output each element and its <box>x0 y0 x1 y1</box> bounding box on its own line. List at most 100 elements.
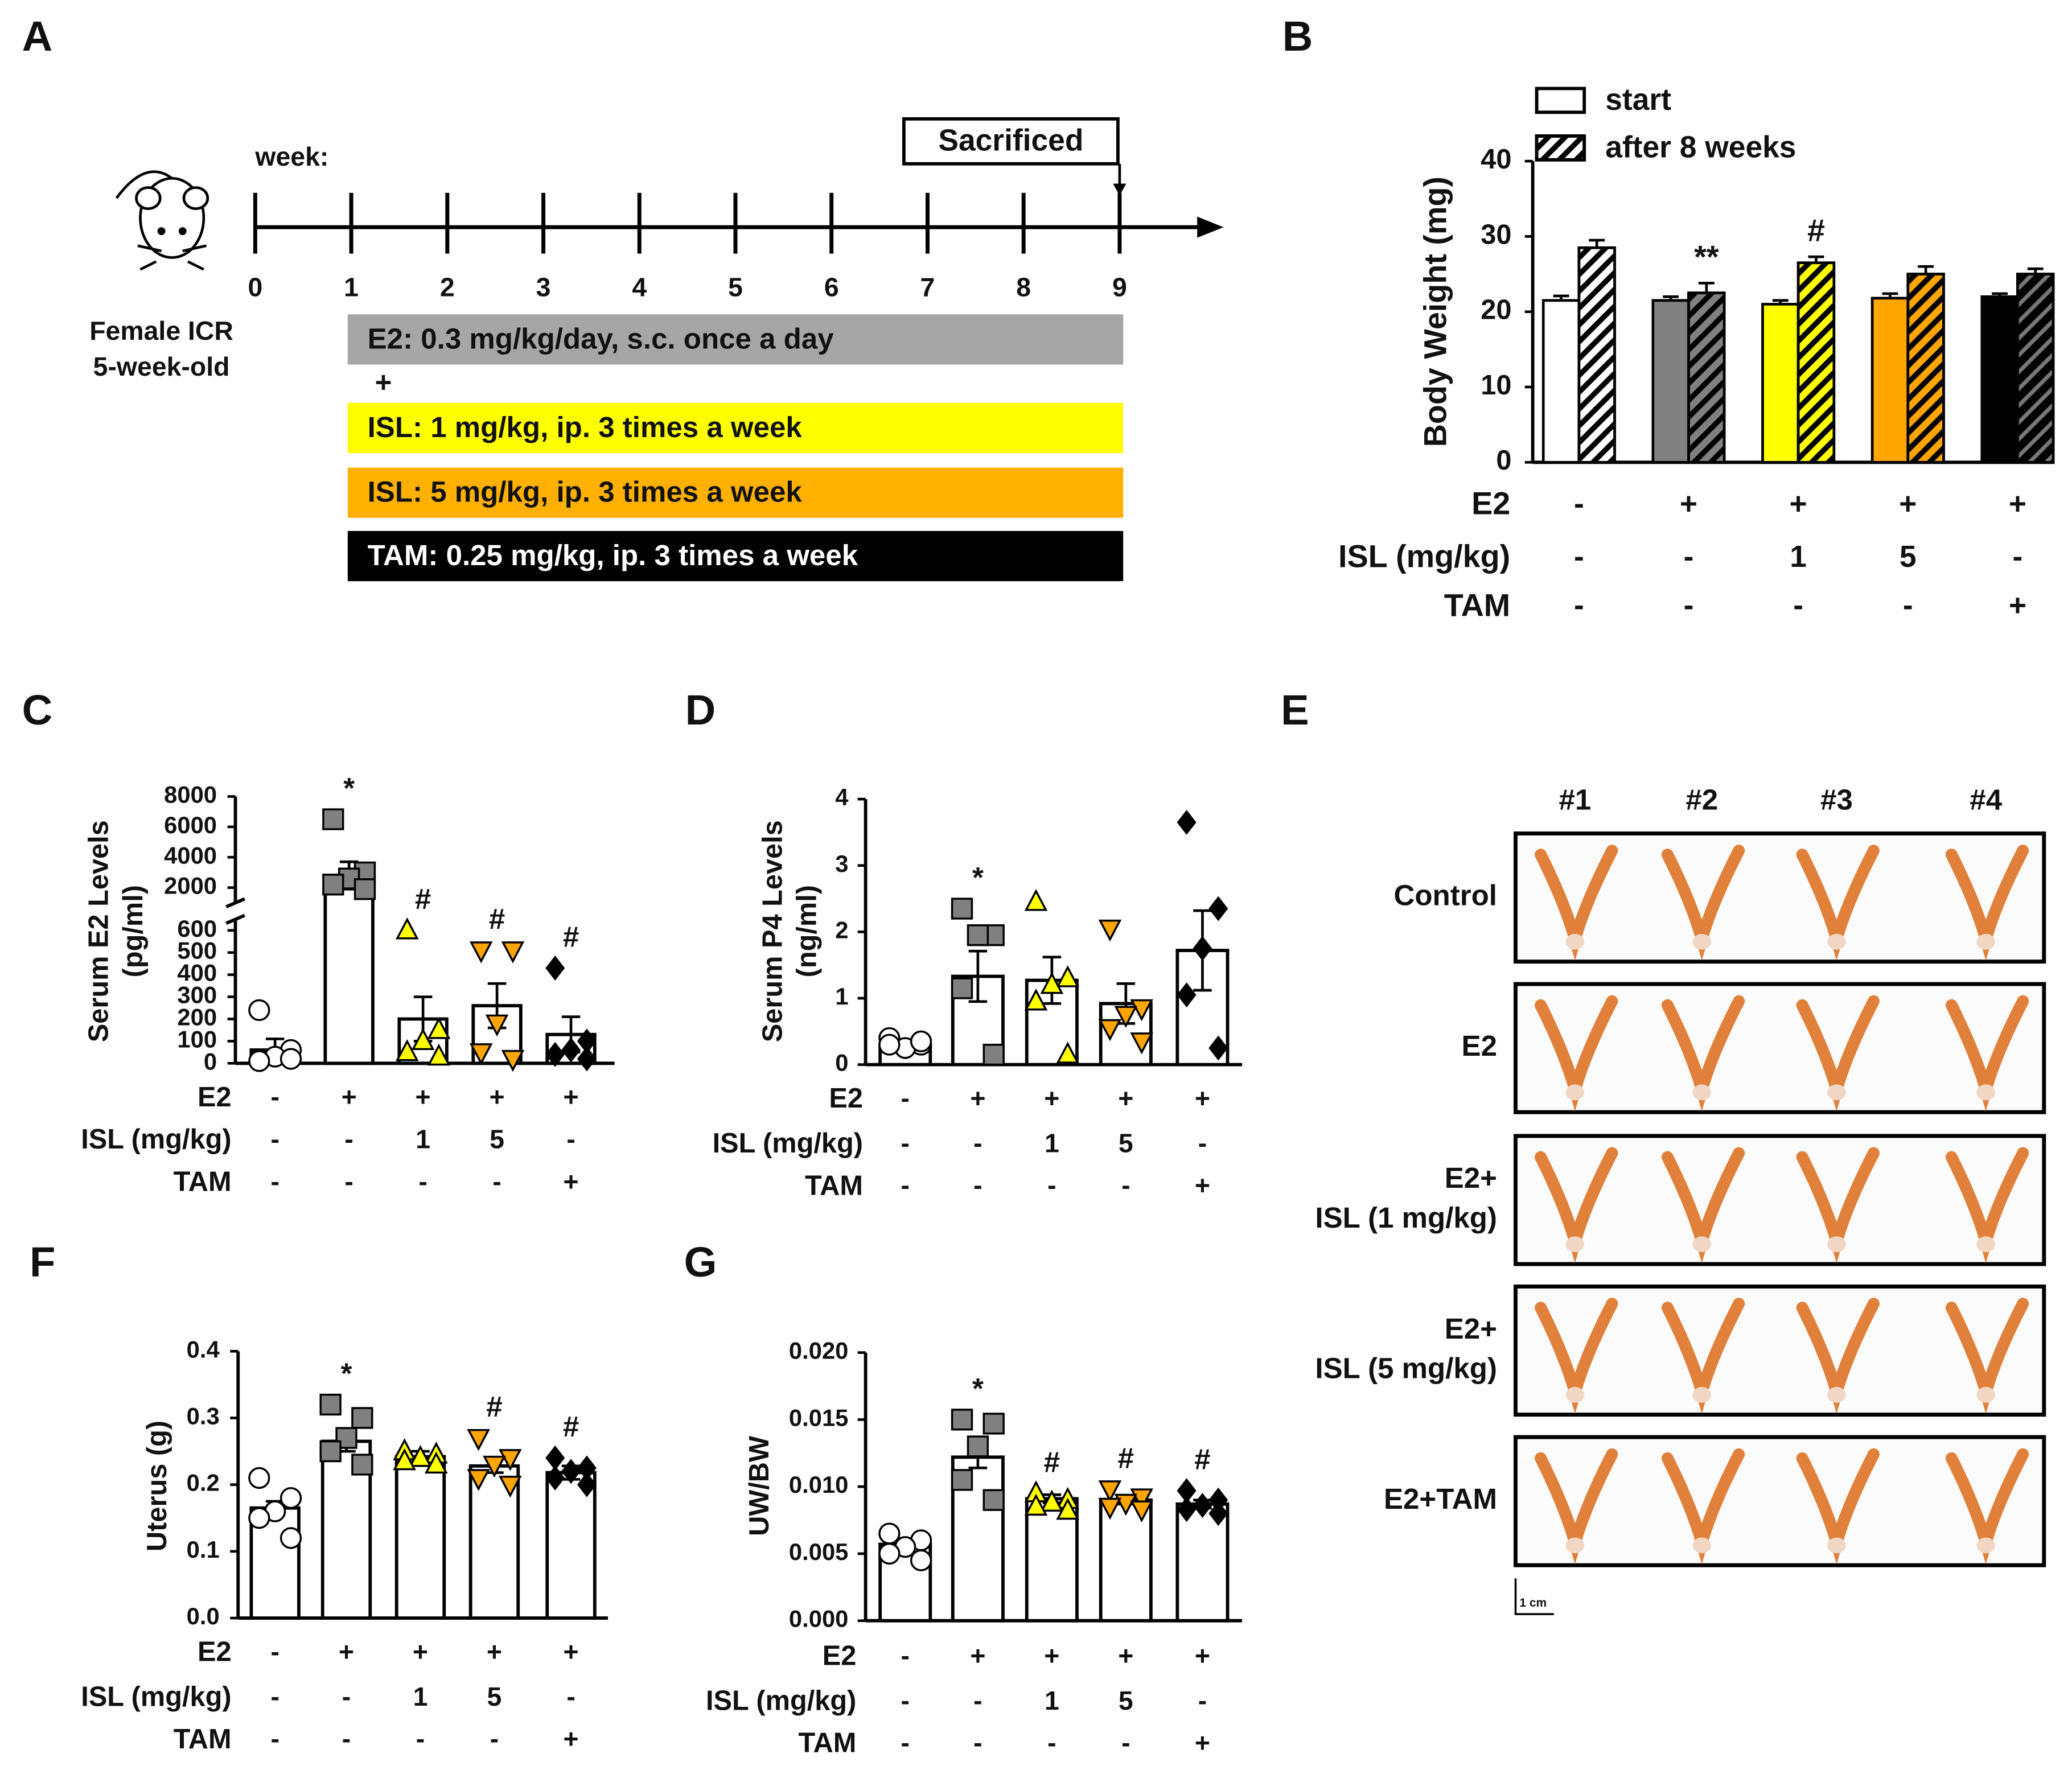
panel-label: C <box>22 686 53 734</box>
treatment-value: - <box>1121 1171 1130 1200</box>
data-point <box>322 808 344 830</box>
animal-label: 5-week-old <box>93 352 230 381</box>
error-bar <box>1808 255 1824 263</box>
data-point <box>499 1449 522 1471</box>
treatment-label: TAM <box>798 1728 856 1759</box>
treatment-value: 1 <box>1045 1128 1059 1158</box>
week-number: 9 <box>1112 273 1127 302</box>
treatment-value: + <box>1195 1171 1210 1200</box>
animal-label: Female ICR <box>89 316 233 345</box>
y-tick-label: 6000 <box>164 812 217 838</box>
treatment-label: TAM <box>805 1170 863 1201</box>
annotation: * <box>343 772 355 804</box>
data-point <box>395 1039 419 1061</box>
treatment-value: + <box>1195 1641 1210 1670</box>
panel-label: A <box>22 13 53 60</box>
annotation: # <box>415 883 431 915</box>
data-point <box>1193 936 1212 961</box>
data-point <box>967 1435 989 1458</box>
treatment-value: - <box>901 1084 909 1113</box>
regimen-bar <box>347 402 1124 454</box>
bar <box>323 874 375 1065</box>
week-number: 5 <box>728 273 743 302</box>
data-point <box>319 1393 342 1416</box>
week-number: 7 <box>920 273 935 302</box>
annotation: # <box>489 903 505 935</box>
treatment-value: - <box>270 1082 279 1112</box>
y-tick-label: 0 <box>835 1049 848 1076</box>
data-point <box>395 917 419 940</box>
data-point <box>1040 1489 1064 1512</box>
treatment-value: - <box>1047 1171 1056 1200</box>
error-bar <box>1589 238 1605 248</box>
data-point <box>561 1459 581 1484</box>
treatment-value: - <box>490 1724 499 1753</box>
legend-label: start <box>1605 83 1671 117</box>
uterus-base <box>1692 1084 1711 1101</box>
treatment-value: - <box>492 1167 501 1196</box>
treatment-label: ISL (mg/kg) <box>713 1128 863 1159</box>
data-point <box>1024 889 1048 911</box>
data-point <box>248 1507 270 1529</box>
data-point <box>1024 1493 1048 1516</box>
data-point <box>279 1048 302 1070</box>
data-point <box>982 1413 1005 1435</box>
photo-row-label: E2+ <box>1445 1312 1497 1345</box>
treatment-value: - <box>344 1124 353 1154</box>
data-point <box>427 1017 451 1039</box>
error-bar <box>1772 299 1789 304</box>
treatment-value: - <box>342 1724 351 1753</box>
data-point <box>577 1472 597 1497</box>
data-point <box>910 1549 932 1571</box>
annotation: # <box>1807 213 1825 248</box>
data-point <box>1208 1501 1228 1526</box>
data-point <box>279 1527 302 1549</box>
data-point <box>561 1037 581 1063</box>
y-tick-label: 2000 <box>164 872 217 899</box>
data-point <box>910 1030 932 1052</box>
treatment-value: - <box>1047 1728 1056 1757</box>
data-point <box>545 955 565 981</box>
treatment-value: 1 <box>413 1682 428 1711</box>
treatment-value: - <box>1121 1728 1130 1757</box>
week-number: 1 <box>344 273 359 302</box>
data-point <box>982 1043 1005 1066</box>
photo-row-label: E2 <box>1462 1030 1497 1062</box>
sacrificed-box <box>902 117 1120 166</box>
treatment-value: - <box>1198 1686 1207 1715</box>
data-point <box>409 1444 432 1467</box>
treatment-value: - <box>344 1167 353 1196</box>
data-point <box>248 1467 270 1489</box>
data-point <box>469 941 493 964</box>
y-tick-label: 0.3 <box>187 1402 220 1429</box>
error-bar <box>1698 282 1715 293</box>
uterus-base <box>1565 1084 1585 1101</box>
data-point <box>1040 971 1064 994</box>
y-tick-label: 400 <box>177 960 217 986</box>
data-point <box>878 1034 901 1056</box>
y-tick-label: 3 <box>835 850 848 877</box>
treatment-value: + <box>970 1084 985 1113</box>
data-point <box>411 1028 435 1051</box>
data-point <box>1130 1500 1153 1523</box>
panel-label: E <box>1281 686 1309 734</box>
y-tick-label: 0.010 <box>789 1471 849 1498</box>
week-number: 8 <box>1016 273 1031 302</box>
uterus-base <box>1692 1386 1711 1403</box>
y-tick-label: 300 <box>177 982 217 1008</box>
bar-hatch <box>2016 273 2055 464</box>
annotation: * <box>341 1357 352 1389</box>
uterus-base <box>1976 1386 1995 1403</box>
y-axis-label: UW/BW <box>744 1436 775 1536</box>
treatment-value: + <box>970 1641 985 1670</box>
y-tick-label: 10 <box>1481 370 1511 401</box>
treatment-value: 1 <box>1790 540 1807 574</box>
uterus-base <box>1976 933 1995 950</box>
data-point <box>878 1522 901 1545</box>
data-point <box>1056 965 1079 987</box>
data-point <box>577 1046 597 1072</box>
treatment-label: E2 <box>823 1641 857 1672</box>
treatment-value: 5 <box>1119 1686 1133 1715</box>
mouse-icon <box>115 170 209 271</box>
legend-hatch <box>1535 134 1586 162</box>
